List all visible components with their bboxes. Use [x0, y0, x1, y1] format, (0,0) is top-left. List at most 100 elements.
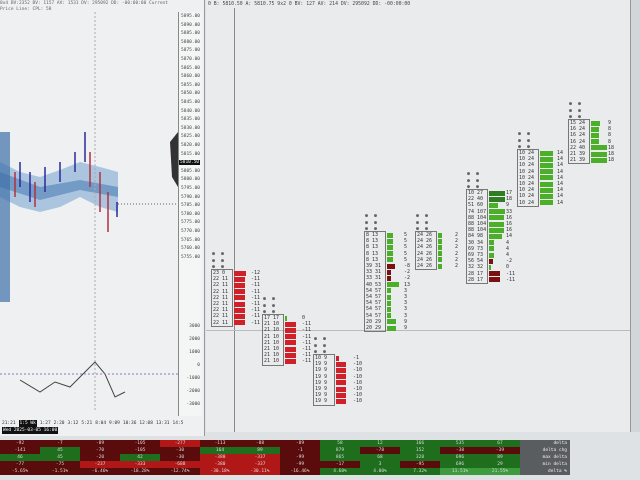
table-cell: -12.74% [160, 468, 200, 475]
indicator-label: -3000 [186, 402, 200, 407]
zero-volume-row: ● ● [212, 251, 225, 258]
zero-volume-row: ● ● [263, 308, 276, 315]
footprint-cell: 21 10 [264, 327, 279, 333]
delta-bar [540, 150, 554, 156]
price-label: 5890.00 [181, 22, 200, 28]
table-cell: -141 [0, 447, 40, 454]
delta-bar [540, 162, 554, 168]
delta-bar [336, 355, 339, 361]
footprint-cell: 24 26 [417, 251, 432, 257]
delta-value: 3 [404, 287, 408, 294]
footprint-cell: 19 9 [315, 380, 327, 386]
session-divider [234, 8, 235, 432]
footprint-cell: 23 0 [213, 270, 225, 276]
table-cell: -16.46% [280, 468, 320, 475]
delta-value: 2 [455, 244, 459, 251]
ask-volume: 9 [324, 386, 328, 392]
footprint-cell: 19 9 [315, 374, 327, 380]
delta-bar [540, 156, 554, 162]
bid-volume: 21 [264, 358, 271, 365]
table-cell: 166 [400, 440, 440, 447]
delta-value: 18 [608, 157, 615, 164]
footprint-cell: 22 40 [570, 145, 585, 151]
delta-value: 18 [608, 144, 615, 151]
bid-volume: 17 [264, 315, 271, 321]
ask-volume: 9 [324, 367, 328, 374]
price-label: 5780.00 [181, 211, 200, 217]
footprint-cell: 10 24 [519, 162, 534, 168]
footprint-cell: 19 9 [315, 392, 327, 398]
ask-volume: 24 [579, 138, 586, 145]
ask-volume: 24 [528, 156, 535, 163]
bid-volume: 16 [570, 132, 577, 139]
table-cell: -105 [120, 447, 160, 454]
time-label: 3:12 [67, 421, 79, 426]
price-label: 5840.00 [181, 108, 200, 114]
footprint-chart[interactable]: ● ● ● ● ● ● 23 0 -12 22 11 -11 22 11 -11 22 11 -11… [206, 0, 630, 432]
ask-volume: 10 [273, 321, 280, 328]
footprint-cell: 19 9 [315, 367, 327, 373]
footprint-cell: 22 11 [213, 282, 228, 288]
table-cell: 29 [480, 461, 520, 468]
price-label: 5775.00 [181, 220, 200, 226]
ask-volume: 13 [372, 250, 379, 257]
delta-value: 4 [506, 245, 510, 252]
ask-volume: 39 [579, 151, 586, 157]
footprint-cell: 21 10 [264, 352, 279, 358]
ask-volume: 10 [273, 358, 280, 365]
ask-volume: 10 [273, 352, 280, 359]
bid-volume: 10 [519, 162, 526, 169]
delta-value: -10 [353, 379, 363, 386]
delta-bar [489, 221, 504, 227]
delta-value: -10 [353, 398, 363, 405]
bid-volume: 8 [366, 232, 370, 238]
price-label: 5790.00 [181, 194, 200, 200]
delta-bar [591, 120, 601, 126]
left-chart-panel: 8x4 BV:2352 BV: 1157 AV: 1531 DV: 295092… [0, 0, 205, 436]
delta-value: 3 [404, 312, 408, 319]
bid-volume: 30 [468, 239, 475, 246]
table-cell: -333 [120, 461, 160, 468]
bid-volume: 22 [213, 276, 220, 283]
ask-volume: 107 [477, 208, 487, 215]
footprint-cell: 10 24 [519, 156, 534, 162]
delta-value: 5 [404, 232, 408, 238]
delta-bar [285, 315, 287, 321]
delta-value: -11 [302, 358, 312, 365]
zero-volume-row: ● ● [569, 113, 582, 120]
time-axis[interactable]: 21:21 1:5 Wk 1:27 2:20 3:12 5:21 8:04 9:09 10:36… [0, 420, 204, 434]
bid-volume: 28 [468, 276, 475, 283]
delta-value: 8 [608, 138, 612, 145]
ask-volume: 34 [477, 239, 484, 246]
bid-volume: 54 [366, 306, 373, 313]
delta-value: 16 [506, 227, 513, 234]
time-highlight: Wed 2025-03-05 16:00 [2, 427, 59, 434]
footprint-box [364, 231, 386, 333]
delta-value: 14 [557, 187, 564, 194]
footprint-cell: 28 17 [468, 271, 483, 277]
table-cell: -237 [80, 461, 120, 468]
table-cell: 164 [200, 447, 240, 454]
bid-volume: 21 [264, 321, 271, 328]
bid-volume: 20 [366, 318, 373, 325]
delta-bar [540, 193, 554, 199]
footprint-cell: 54 57 [366, 313, 381, 319]
price-label: 5760.00 [181, 246, 200, 252]
delta-value: -11 [302, 327, 312, 334]
footprint-cell: 24 26 [417, 232, 432, 238]
ask-volume: 54 [477, 258, 484, 265]
ask-volume: 40 [477, 196, 484, 203]
footprint-cell: 10 24 [519, 187, 534, 193]
bid-volume: 8 [366, 256, 370, 263]
bid-volume: 19 [315, 361, 322, 368]
bid-volume: 10 [519, 199, 526, 206]
delta-bar [336, 374, 346, 380]
table-cell: -277 [160, 440, 200, 447]
price-axis[interactable]: 5895.00 5890.00 5885.00 5880.00 5875.00 5870.… [178, 12, 202, 416]
footprint-cell: 10 24 [519, 193, 534, 199]
bid-volume: 10 [519, 150, 526, 156]
delta-bar [540, 200, 554, 206]
right-price-strip[interactable] [630, 0, 640, 432]
bid-volume: 19 [315, 386, 322, 392]
price-label: 5845.00 [181, 100, 200, 105]
